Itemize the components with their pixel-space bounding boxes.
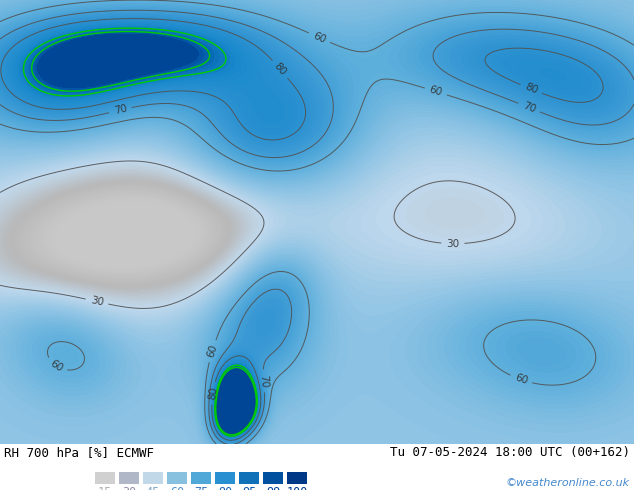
Text: 15: 15 xyxy=(98,486,112,490)
Bar xyxy=(95,472,115,485)
Text: 80: 80 xyxy=(272,61,288,77)
Text: Tu 07-05-2024 18:00 UTC (00+162): Tu 07-05-2024 18:00 UTC (00+162) xyxy=(390,446,630,459)
Text: RH 700 hPa [%] ECMWF: RH 700 hPa [%] ECMWF xyxy=(4,446,154,459)
Text: 80: 80 xyxy=(207,386,219,400)
Text: 99: 99 xyxy=(266,486,280,490)
Text: 45: 45 xyxy=(146,486,160,490)
Text: 70: 70 xyxy=(258,374,269,388)
Bar xyxy=(191,472,211,485)
Text: ©weatheronline.co.uk: ©weatheronline.co.uk xyxy=(506,478,630,488)
Text: 70: 70 xyxy=(113,104,128,117)
Text: 60: 60 xyxy=(205,343,219,359)
Text: 90: 90 xyxy=(218,486,232,490)
Text: 30: 30 xyxy=(446,239,460,249)
Bar xyxy=(119,472,139,485)
Bar xyxy=(287,472,307,485)
Bar xyxy=(167,472,187,485)
Text: 75: 75 xyxy=(194,486,208,490)
Text: 60: 60 xyxy=(311,30,327,45)
Text: 80: 80 xyxy=(523,82,539,96)
Text: 100: 100 xyxy=(287,486,307,490)
Bar xyxy=(263,472,283,485)
Text: 70: 70 xyxy=(521,100,537,115)
Text: 95: 95 xyxy=(242,486,256,490)
Text: 60: 60 xyxy=(48,358,65,374)
Text: 30: 30 xyxy=(122,486,136,490)
Text: 60: 60 xyxy=(428,85,444,98)
Text: 60: 60 xyxy=(514,373,529,387)
Text: 30: 30 xyxy=(89,295,105,308)
Bar xyxy=(143,472,163,485)
Bar xyxy=(215,472,235,485)
Text: 60: 60 xyxy=(170,486,184,490)
Bar xyxy=(239,472,259,485)
